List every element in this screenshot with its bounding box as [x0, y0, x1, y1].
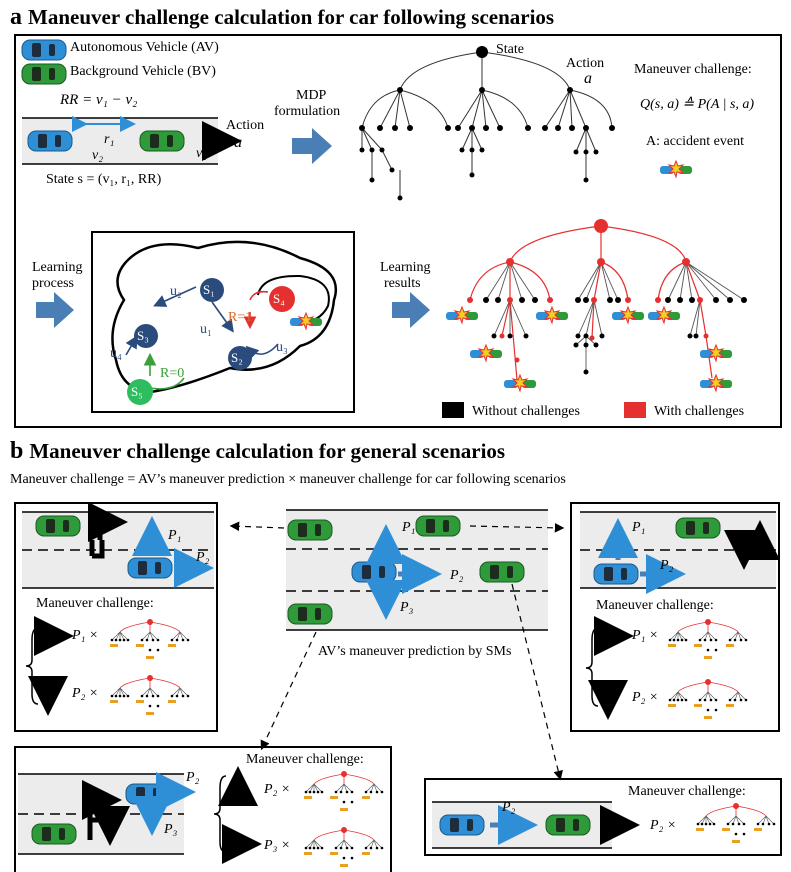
- right-p2-times: P₂ ×: [632, 690, 659, 705]
- results-tree-red: [469, 225, 713, 381]
- node-s3: [134, 324, 158, 348]
- legend-with-label: With challenges: [654, 404, 745, 419]
- learning-process-label-1: Learning: [32, 260, 83, 275]
- right-scenario-box: [570, 502, 780, 732]
- right-p2: P₂: [660, 558, 674, 573]
- bv-car: [139, 130, 185, 152]
- transition-arrows: [125, 286, 279, 390]
- panel-a-letter: a: [10, 4, 22, 30]
- mdp-label-1: MDP: [296, 88, 327, 103]
- mc-title-a: Maneuver challenge:: [634, 62, 752, 77]
- label-u4: u₄: [110, 346, 122, 361]
- learning-process-label-2: process: [32, 276, 74, 291]
- learning-results-label-1: Learning: [380, 260, 431, 275]
- left-p2-times: P₂ ×: [72, 686, 99, 701]
- bl-p2: P₂: [186, 770, 200, 785]
- bottom-left-scenario-box: [14, 746, 392, 872]
- panel-a-title-text: Maneuver challenge calculation for car f…: [28, 5, 555, 29]
- result-accident-icon: [503, 374, 537, 392]
- tree-state-label: State: [496, 42, 524, 57]
- panel-a-frame: [14, 34, 782, 428]
- accident-icon: [659, 160, 693, 178]
- node-s2: [228, 346, 252, 370]
- tree-action-symbol: a: [584, 70, 592, 87]
- bl-p3-times: P₃ ×: [264, 838, 291, 853]
- center-p1: P₁: [402, 520, 416, 535]
- mc-formula: Q(s, a) ≙ P(A | s, a): [640, 97, 755, 112]
- label-r1-reward: R=1: [228, 310, 253, 325]
- rr-equation: RR = v₁ − v₂: [60, 92, 138, 108]
- node-s5-label: S₅: [131, 384, 143, 399]
- state-equation: State s = (v₁, r₁, RR): [46, 172, 162, 187]
- node-s1: [200, 278, 224, 302]
- results-tree-black: [485, 261, 745, 372]
- bl-mc-title: Maneuver challenge:: [246, 752, 364, 767]
- learning-results-label-2: results: [384, 276, 421, 291]
- left-scenario-box: [14, 502, 218, 732]
- result-accident-icon: [445, 306, 479, 324]
- bv-legend-icon: [21, 63, 67, 85]
- node-s5: [127, 379, 153, 405]
- node-s2-label: S₂: [231, 350, 243, 365]
- flow-arrows: [36, 128, 430, 328]
- left-p2: P₂: [196, 550, 210, 565]
- legend-av-label: Autonomous Vehicle (AV): [70, 40, 219, 55]
- result-accident-icon: [535, 306, 569, 324]
- mdp-label-2: formulation: [274, 104, 341, 119]
- left-mc-title: Maneuver challenge:: [36, 596, 154, 611]
- result-accident-icon: [647, 306, 681, 324]
- left-p1: P₁: [168, 528, 182, 543]
- av-legend-icon: [21, 39, 67, 61]
- action-label: Action: [226, 118, 265, 133]
- result-accident-icon: [699, 374, 733, 392]
- legend-bv-label: Background Vehicle (BV): [70, 64, 216, 79]
- bl-p3: P₃: [164, 822, 178, 837]
- right-p1-times: P₁ ×: [632, 628, 659, 643]
- av-car: [27, 130, 73, 152]
- label-u1: u₁: [200, 322, 212, 337]
- center-caption: AV’s maneuver prediction by SMs: [318, 644, 512, 659]
- label-u2: u₂: [170, 284, 182, 299]
- br-mc-title: Maneuver challenge:: [628, 784, 746, 799]
- node-s4-label: S₄: [273, 291, 285, 306]
- node-s3-label: S₃: [137, 328, 149, 343]
- legend-swatch-with: [624, 402, 646, 418]
- tree-action-label: Action: [566, 56, 605, 71]
- label-u3: u₃: [276, 340, 288, 355]
- bottom-right-scenario-box: [424, 778, 782, 856]
- label-v2: v₂: [92, 148, 104, 163]
- label-v1: v₁: [196, 146, 208, 161]
- br-p2: P₂: [502, 800, 516, 815]
- panel-b-subtitle: Maneuver challenge = AV’s maneuver predi…: [10, 472, 566, 487]
- label-r0-reward: R=0: [160, 366, 185, 381]
- legend-without-label: Without challenges: [472, 404, 580, 419]
- node-s4: [269, 286, 295, 312]
- left-p1-times: P₁ ×: [72, 628, 99, 643]
- state-space-boundary: [111, 240, 338, 394]
- legend-swatch-without: [442, 402, 464, 418]
- result-accident-icon: [699, 344, 733, 362]
- panel-b-title-text: Maneuver challenge calculation for gener…: [29, 439, 506, 463]
- result-accident-icon: [469, 344, 503, 362]
- label-r1: r₁: [104, 132, 115, 147]
- mdp-tree: [361, 51, 613, 198]
- br-p2-times: P₂ ×: [650, 818, 677, 833]
- bl-p2-times: P₂ ×: [264, 782, 291, 797]
- right-p1: P₁: [632, 520, 646, 535]
- action-symbol: a: [234, 134, 242, 151]
- accident-label: A: accident event: [646, 134, 744, 149]
- panel-b-title: b Maneuver challenge calculation for gene…: [10, 438, 505, 465]
- right-mc-title: Maneuver challenge:: [596, 598, 714, 613]
- node-s1-label: S₁: [203, 282, 215, 297]
- center-p3: P₃: [400, 600, 414, 615]
- panel-a-title: a Maneuver challenge calculation for car …: [10, 4, 554, 31]
- result-accident-icon: [611, 306, 645, 324]
- center-p2: P₂: [450, 568, 464, 583]
- panel-b-letter: b: [10, 438, 24, 464]
